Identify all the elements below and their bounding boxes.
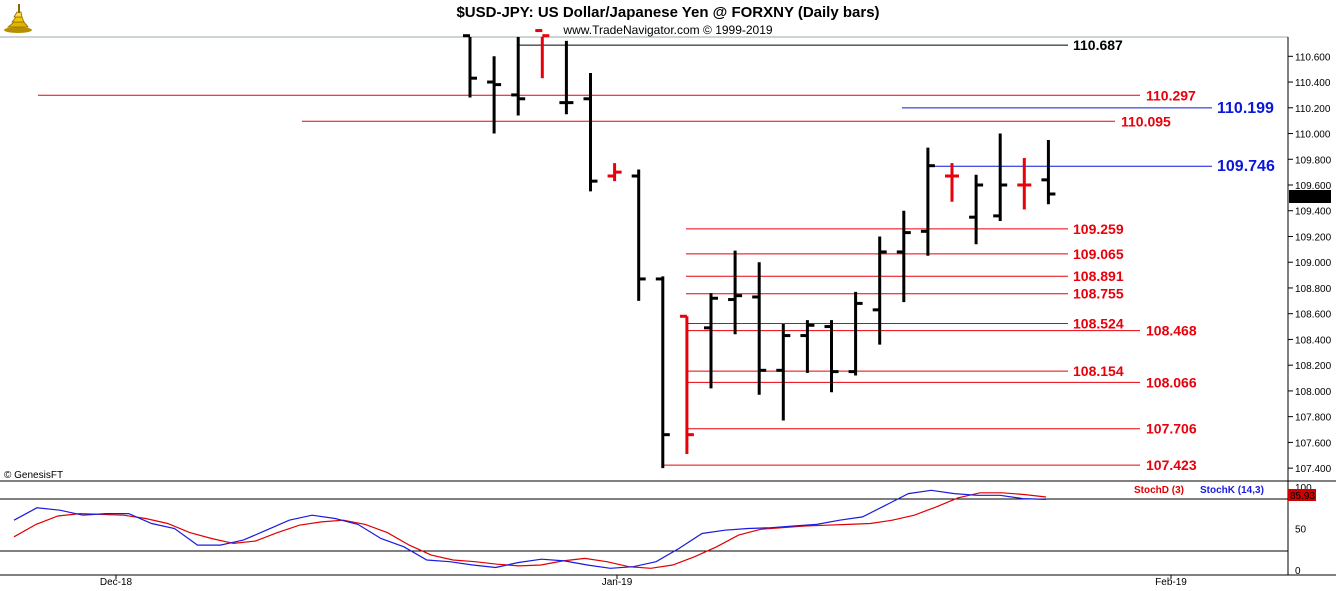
x-tick-label: Jan-19 (602, 577, 633, 588)
ohlc-bar (848, 291, 863, 376)
ohlc-bar (728, 250, 743, 335)
ohlc-bar (704, 293, 718, 389)
x-tick-label: Feb-19 (1155, 577, 1187, 588)
ohlc-bar (679, 314, 694, 454)
legend-stochk: StochK (14,3) (1200, 485, 1264, 496)
ohlc-bar (583, 73, 598, 192)
y-tick-label: 107.800 (1295, 413, 1332, 424)
level-label: 108.755 (1073, 286, 1124, 302)
level-label: 108.154 (1073, 363, 1124, 379)
ohlc-bar (535, 29, 550, 79)
ohlc-bars (463, 29, 1056, 469)
stochk-line (13, 489, 1047, 569)
stoch-y-tick-label: 50 (1295, 525, 1307, 536)
ohlc-bar (607, 163, 622, 182)
ohlc-bar (824, 320, 839, 393)
y-tick-label: 110.400 (1295, 78, 1331, 89)
ohlc-bar (487, 56, 502, 134)
ohlc-bar (631, 169, 646, 301)
ohlc-bar (1017, 157, 1032, 210)
ohlc-bar (872, 236, 887, 345)
level-label: 107.423 (1146, 457, 1197, 473)
y-tick-label: 108.200 (1295, 361, 1332, 372)
stoch-last-value: 85.93 (1290, 491, 1315, 502)
y-tick-label: 108.400 (1295, 335, 1332, 346)
y-tick-label: 109.800 (1295, 155, 1332, 166)
x-tick-label: Dec-18 (100, 577, 133, 588)
stoch-y-tick-label: 0 (1295, 566, 1301, 577)
ohlc-bar (752, 262, 767, 395)
ohlc-bar (993, 133, 1008, 222)
ohlc-bar (969, 174, 984, 245)
last-price-value: 109.534 (1291, 192, 1328, 203)
stoch-panel-frame (0, 498, 1336, 576)
level-label: 110.687 (1073, 37, 1123, 53)
stoch-last-badge: 85.93 (1288, 489, 1316, 502)
y-tick-label: 107.600 (1295, 438, 1332, 449)
level-label: 109.065 (1073, 246, 1124, 262)
last-price-badge: 109.534 (1289, 190, 1331, 203)
ohlc-bar (896, 210, 911, 303)
ohlc-bar (511, 37, 526, 116)
y-tick-label: 110.600 (1295, 52, 1331, 63)
date-x-axis: Dec-18 Jan-19 Feb-19 (100, 575, 1187, 588)
chart-subtitle: www.TradeNavigator.com © 1999-2019 (562, 23, 772, 37)
y-tick-label: 110.200 (1295, 104, 1331, 115)
level-label: 110.297 (1146, 87, 1196, 103)
level-label: 110.199 (1217, 100, 1274, 117)
price-panel-frame (0, 36, 1336, 575)
ohlc-bar (1041, 139, 1056, 205)
ohlc-bar (776, 323, 791, 421)
ohlc-bar (655, 276, 670, 469)
y-tick-label: 109.600 (1295, 181, 1332, 192)
level-label: 110.095 (1121, 113, 1171, 129)
level-label: 109.259 (1073, 221, 1124, 237)
ohlc-bar (800, 320, 815, 373)
level-label: 108.524 (1073, 315, 1124, 331)
ohlc-bar (945, 163, 959, 202)
price-y-axis: 107.400 107.600 107.800 108.000 108.200 108.4… (1288, 52, 1332, 475)
watermark: © GenesisFT (4, 470, 63, 481)
y-tick-label: 108.800 (1295, 284, 1332, 295)
stochd-line (13, 492, 1047, 569)
y-tick-label: 108.000 (1295, 387, 1332, 398)
legend-stochd: StochD (3) (1134, 485, 1184, 496)
level-label: 108.468 (1146, 323, 1197, 339)
ohlc-bar (559, 40, 574, 115)
chart-title: $USD-JPY: US Dollar/Japanese Yen @ FORXN… (456, 4, 879, 21)
gold-bars-icon (4, 4, 32, 33)
y-tick-label: 109.000 (1295, 258, 1332, 269)
level-label: 108.891 (1073, 268, 1124, 284)
ohlc-bar (463, 34, 477, 98)
stochastic-panel: 0 50 100 (13, 483, 1312, 577)
y-tick-label: 109.200 (1295, 232, 1332, 243)
level-label: 109.746 (1217, 158, 1275, 175)
y-tick-label: 109.400 (1295, 207, 1332, 218)
y-tick-label: 108.600 (1295, 310, 1332, 321)
y-tick-label: 110.000 (1295, 130, 1331, 141)
level-label: 107.706 (1146, 421, 1197, 437)
level-label: 108.066 (1146, 374, 1197, 390)
ohlc-bar (920, 147, 935, 256)
y-tick-label: 107.400 (1295, 464, 1332, 475)
stoch-y-tick-label: 100 (1295, 483, 1312, 494)
level-lines: 110.687 110.297 110.199 110.095 109.746 109.2… (38, 37, 1275, 473)
